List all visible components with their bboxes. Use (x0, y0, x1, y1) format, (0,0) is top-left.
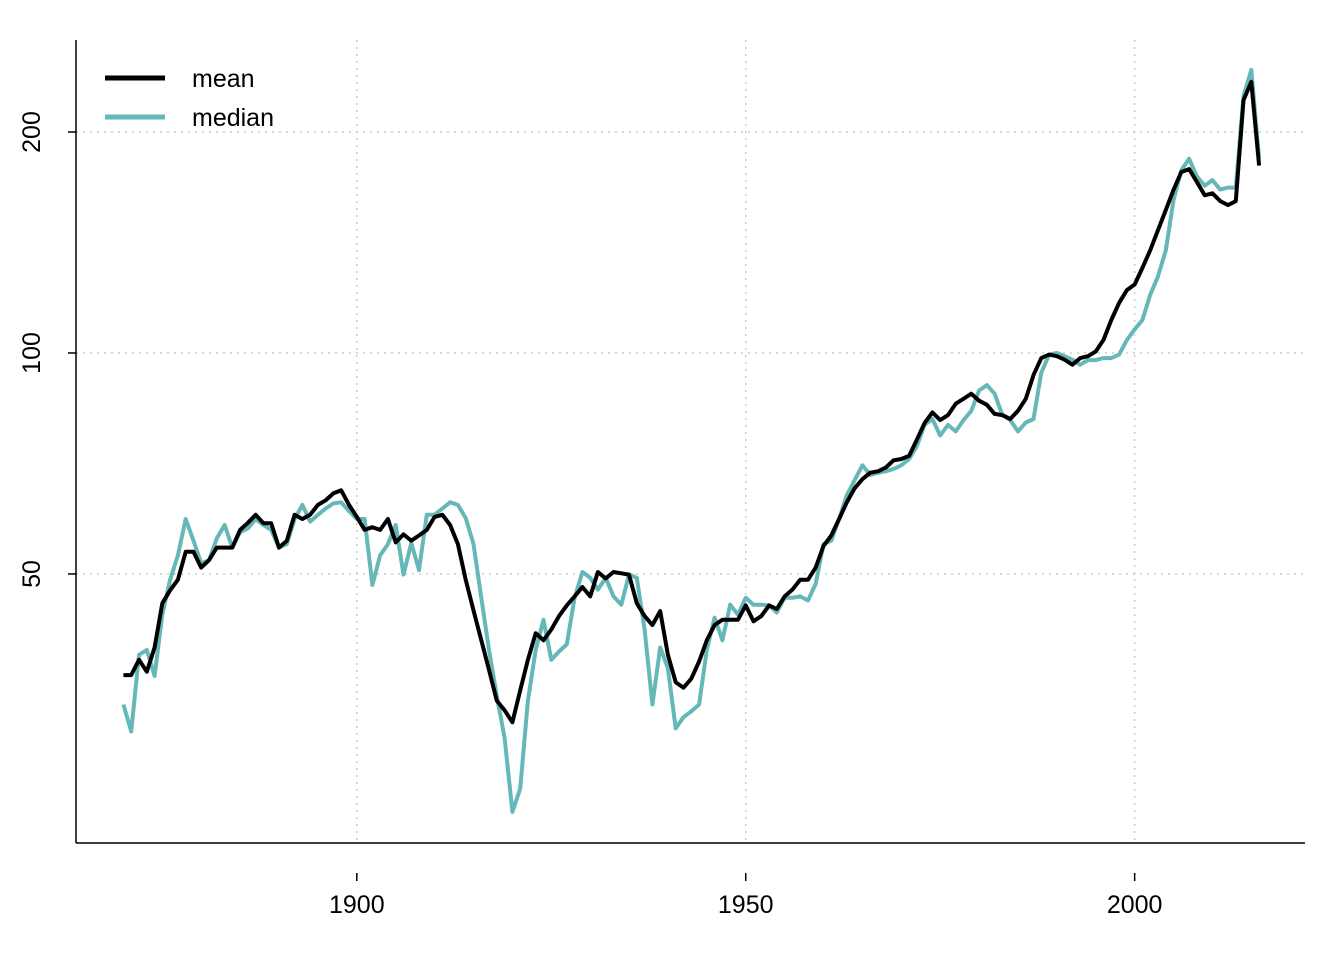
y-tick-label: 50 (18, 560, 46, 588)
legend-label: mean (192, 65, 255, 93)
x-tick-label: 1900 (329, 891, 385, 919)
y-tick-label: 200 (18, 111, 46, 153)
x-tick-label: 1950 (718, 891, 774, 919)
y-tick-label: 100 (18, 332, 46, 374)
series-line (121, 67, 1262, 814)
x-tick-label: 2000 (1107, 891, 1163, 919)
series-line (123, 79, 1262, 725)
legend-label: median (192, 104, 274, 132)
